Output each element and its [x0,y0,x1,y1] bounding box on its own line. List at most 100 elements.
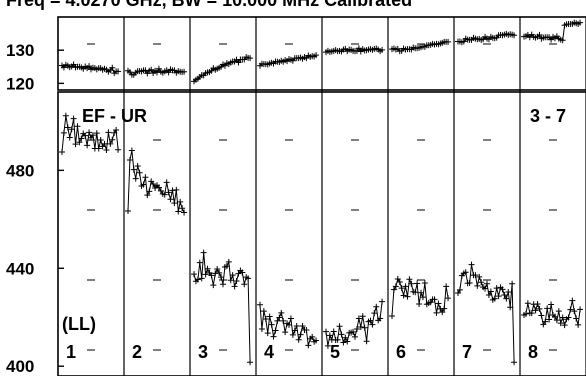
data-point [416,301,423,308]
data-point [218,274,225,281]
data-point [342,334,349,341]
data-point [472,272,479,279]
data-point [113,126,120,133]
segment-label: 1 [66,342,76,362]
data-point [484,280,490,287]
data-point [179,205,186,212]
data-point [223,263,230,270]
segment-grid [87,17,586,376]
plot-frames [57,16,586,376]
data-point [247,359,254,366]
data-point [231,283,238,290]
data-point [227,277,234,284]
data-point [456,286,463,293]
data-point [334,336,341,343]
data-point [369,321,376,328]
data-point [433,309,440,316]
data-point [402,283,409,290]
data-point [66,134,73,141]
data-point [95,145,102,152]
data-point [474,282,481,289]
data-point [200,249,207,256]
data-point [229,272,236,279]
data-point [503,295,510,302]
data-point [142,174,149,181]
data-point [262,315,269,322]
data-point [326,332,333,339]
data-point [140,181,147,188]
data-point [548,301,555,308]
data-point [177,198,184,205]
segment-label: 3 [198,342,208,362]
y-tick-label: 400 [6,357,34,376]
data-point [258,325,265,332]
segment-label: 2 [132,342,142,362]
data-point [204,265,211,272]
data-point [462,269,469,276]
data-point [115,68,122,75]
data-point [289,331,296,338]
data-point [146,188,153,195]
data-point [293,323,300,330]
data-point [313,52,320,59]
data-point [569,297,576,304]
data-point [132,175,139,182]
data-point [86,63,93,70]
data-point [64,124,71,131]
data-point [97,136,104,143]
data-point [101,140,108,147]
data-point [181,209,188,216]
data-point [245,275,252,282]
data-point [115,146,122,153]
data-point [445,295,452,302]
data-point [534,301,541,308]
upper-panel-series [59,19,584,85]
data-point [567,306,574,313]
data-point [431,296,438,303]
data-point [573,315,580,322]
annotation-3-7: 3 - 7 [530,106,566,126]
data-point [76,139,83,146]
annotation-ll: (LL) [62,314,96,334]
data-point [476,273,483,280]
data-point [60,129,67,136]
data-point [150,181,157,188]
data-point [373,303,380,310]
data-point [161,191,168,198]
data-point [148,66,155,73]
data-point [257,301,263,308]
data-point [264,330,271,337]
y-tick-label: 120 [6,74,34,93]
data-point [408,280,415,287]
data-point [268,321,275,328]
data-point [559,314,566,321]
data-point [421,279,428,286]
series-line [127,67,185,76]
data-point [86,129,93,136]
data-point [493,285,500,292]
data-point [165,189,172,196]
data-point [538,312,545,319]
data-point [577,19,584,26]
data-point [532,307,539,314]
data-point [68,126,75,133]
data-point [571,308,578,315]
data-point [297,331,304,338]
data-point [522,310,529,317]
data-point [363,338,370,345]
data-point [350,328,357,335]
data-point [509,280,516,287]
data-point [406,276,413,283]
data-point [303,326,310,333]
data-point [154,69,160,76]
data-point [105,129,112,136]
data-point [352,333,358,340]
data-point [361,324,368,331]
data-point [330,328,337,335]
data-point [404,293,411,300]
data-point [78,135,85,142]
data-point [210,282,217,289]
data-point [181,68,188,75]
data-point [371,310,378,317]
